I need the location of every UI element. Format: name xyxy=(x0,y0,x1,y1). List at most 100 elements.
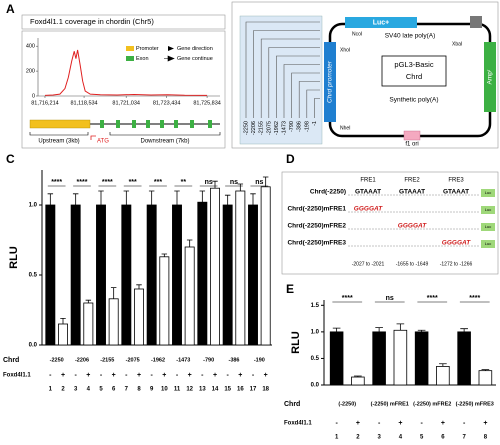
error-bar xyxy=(417,329,426,332)
treatment-label: - xyxy=(420,420,423,427)
panel-letter: D xyxy=(286,152,295,166)
lane-number: 4 xyxy=(87,387,91,393)
bar xyxy=(134,288,144,346)
bar xyxy=(457,331,471,386)
bracket xyxy=(109,132,221,136)
legend-swatch xyxy=(126,56,134,61)
track-label: Upstream (3kb) xyxy=(38,139,79,145)
significance: **** xyxy=(51,179,62,186)
feature-label: XhoI xyxy=(340,47,350,53)
exon xyxy=(174,120,178,128)
significance: **** xyxy=(77,179,88,186)
deletion-label: -386 xyxy=(297,121,303,132)
sv40-box xyxy=(470,16,482,28)
lane-number: 5 xyxy=(420,435,424,441)
bar xyxy=(260,186,271,346)
lane-number: 8 xyxy=(484,435,488,441)
deletion-label: -2206 xyxy=(251,121,257,135)
track-label: Downstream (7kb) xyxy=(140,139,189,145)
exon xyxy=(116,120,120,128)
chart-title: Foxd4l1.1 coverage in chordin (Chr5) xyxy=(30,17,154,26)
deletion-line xyxy=(314,98,320,118)
lane-number: 17 xyxy=(250,387,257,393)
plasmid-name: Chrd xyxy=(406,72,422,81)
bar xyxy=(96,204,106,346)
deletion-line xyxy=(245,21,320,118)
exon xyxy=(100,120,104,128)
deletion-label: -1473 xyxy=(281,121,287,135)
lane-number: 12 xyxy=(186,387,193,393)
category-label: -386 xyxy=(228,357,239,363)
bar xyxy=(210,187,220,346)
lane-number: 14 xyxy=(212,387,219,393)
error-bar xyxy=(123,190,130,205)
lane-number: 10 xyxy=(161,387,168,393)
error-bar xyxy=(481,369,490,371)
deletion-label: -198 xyxy=(304,121,310,132)
category-label: -1962 xyxy=(151,357,165,363)
lane-number: 2 xyxy=(356,435,360,441)
deletion-line xyxy=(298,81,320,118)
treatment-label: + xyxy=(398,420,402,427)
bar xyxy=(45,204,56,346)
deletion-label: -790 xyxy=(289,121,295,132)
treatment-label: - xyxy=(125,372,128,379)
feature-label: XbaI xyxy=(452,41,462,47)
significance: *** xyxy=(154,179,162,186)
legend-label: Promoter xyxy=(136,46,159,52)
treatment-label: - xyxy=(335,420,338,427)
lane-number: 3 xyxy=(377,435,381,441)
bar xyxy=(70,204,81,346)
construct-label: Chrd(-2250)mFRE3 xyxy=(287,240,346,247)
bar xyxy=(121,204,132,346)
feature-label: Synthetic poly(A) xyxy=(389,97,438,104)
error-bar xyxy=(396,323,405,331)
category-label: -2250 xyxy=(50,357,64,363)
bar xyxy=(414,331,429,386)
bar xyxy=(436,366,450,386)
treatment-label: - xyxy=(74,372,77,379)
bar xyxy=(393,329,408,386)
category-label: -2075 xyxy=(126,357,140,363)
lane-number: 8 xyxy=(137,387,141,393)
error-bar xyxy=(212,180,218,189)
title-box xyxy=(21,14,226,30)
ori-box xyxy=(403,130,421,141)
category-label: -190 xyxy=(254,357,265,363)
lane-number: 1 xyxy=(49,387,53,393)
construct-label: Chrd(-2250) xyxy=(310,189,346,196)
deletion-line xyxy=(291,72,320,118)
treatment-label: + xyxy=(441,420,445,427)
significance: **** xyxy=(469,295,480,302)
track-label: ATG xyxy=(97,139,109,145)
legend-swatch xyxy=(126,46,134,51)
deletion-line xyxy=(283,64,320,118)
treatment-label: + xyxy=(112,372,116,379)
error-bar xyxy=(262,176,269,187)
x-tick-label: 81,721,034 xyxy=(112,100,140,106)
bar xyxy=(172,204,182,346)
deletion-label: -2250 xyxy=(243,121,249,135)
bar xyxy=(351,376,365,386)
lane-number: 2 xyxy=(61,387,65,393)
error-bar xyxy=(237,183,244,191)
sequence: GTAAAT xyxy=(399,189,425,196)
exon xyxy=(208,120,212,128)
category-label: -2206 xyxy=(75,357,89,363)
reporter-label: Luc xyxy=(485,190,491,195)
site-label: FRE1 xyxy=(360,178,376,184)
treatment-label: - xyxy=(100,372,103,379)
treatment-label: + xyxy=(162,372,166,379)
construct-label: Chrd(-2250)mFRE2 xyxy=(287,223,346,230)
error-bar xyxy=(250,193,256,205)
reporter-box xyxy=(481,206,495,214)
error-bar xyxy=(85,299,92,303)
bar xyxy=(478,370,493,386)
coverage-line xyxy=(44,49,208,96)
significance: **** xyxy=(427,295,438,302)
bar xyxy=(83,302,94,346)
legend-label: Exon xyxy=(136,56,149,62)
significance: ns xyxy=(205,179,213,186)
exon xyxy=(160,120,164,128)
reporter-label: Luc xyxy=(485,224,491,229)
